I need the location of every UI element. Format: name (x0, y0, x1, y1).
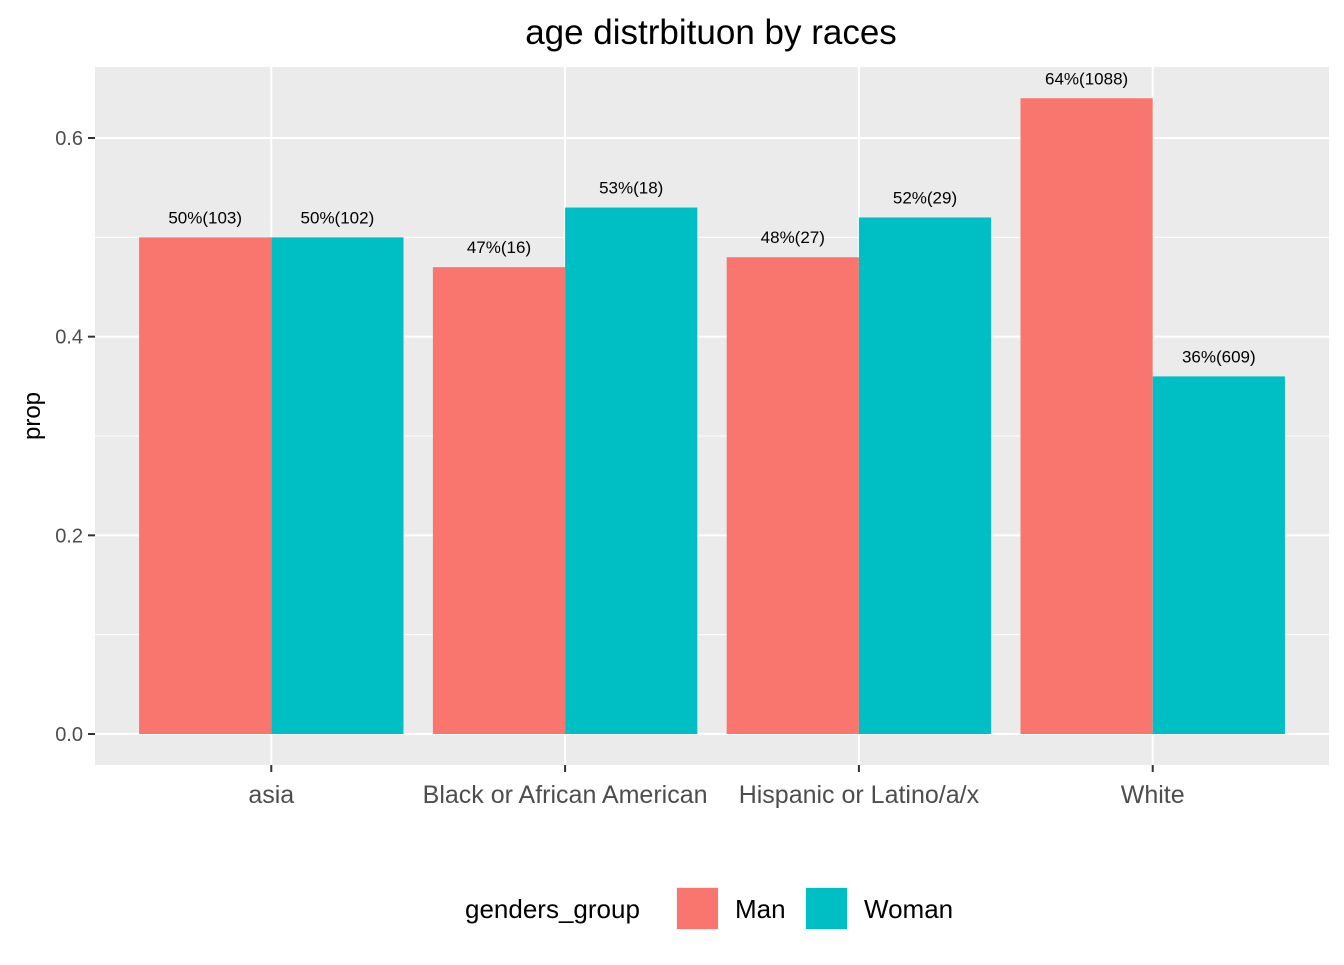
bar-man (1020, 98, 1153, 735)
y-axis-title: prop (19, 392, 46, 440)
legend-label-woman: Woman (864, 894, 953, 924)
legend-title: genders_group (465, 894, 640, 924)
y-tick-label: 0.2 (55, 525, 83, 547)
bar-data-label: 36%(609) (1182, 347, 1256, 366)
x-tick-label: Black or African American (423, 781, 708, 809)
y-axis: 0.0 0.2 0.4 0.6 (55, 128, 95, 746)
bar-data-label: 52%(29) (893, 188, 957, 207)
bar-data-label: 50%(102) (301, 208, 375, 227)
y-tick-label: 0.6 (55, 128, 83, 150)
x-tick-label: asia (248, 781, 294, 809)
bar-labels: 50%(103) 47%(16) 48%(27) 64%(1088) 50%(102) 5… (168, 69, 1255, 366)
x-tick-label: Hispanic or Latino/a/x (739, 781, 980, 809)
bar-man (432, 267, 566, 734)
bar-woman (1152, 376, 1285, 734)
legend-key-man (677, 888, 718, 929)
legend-label-man: Man (735, 894, 786, 924)
y-tick-label: 0.0 (55, 724, 83, 746)
chart-title: age distrbituon by races (525, 13, 897, 52)
bar-data-label: 48%(27) (761, 228, 825, 247)
bar-data-label: 53%(18) (599, 179, 663, 198)
bar-woman (271, 237, 404, 735)
legend-key-woman (806, 888, 847, 929)
bar-woman (565, 207, 698, 735)
x-axis: asia Black or African American Hispanic or… (248, 765, 1185, 809)
bar-data-label: 50%(103) (168, 208, 242, 227)
bar-man (726, 257, 859, 734)
x-tick-label: White (1121, 781, 1185, 809)
bar-man (139, 237, 272, 735)
legend: genders_group Man Woman (465, 887, 953, 930)
bars (139, 98, 1285, 735)
legend-items: Man Woman (676, 887, 953, 930)
bar-woman (858, 217, 992, 734)
bar-data-label: 64%(1088) (1045, 69, 1128, 88)
y-tick-label: 0.4 (55, 327, 83, 349)
bar-data-label: 47%(16) (467, 238, 531, 257)
